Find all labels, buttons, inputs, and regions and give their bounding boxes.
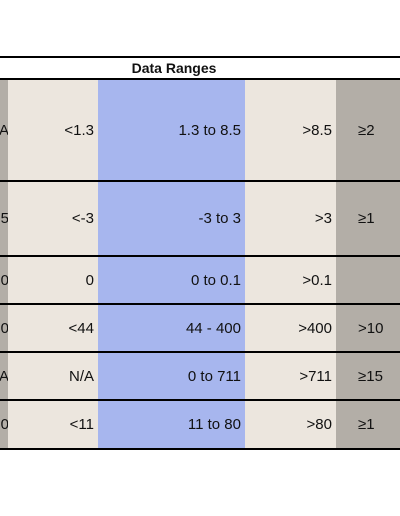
range-cell: 0 to 0.1	[98, 257, 245, 303]
table-row: 0 0 0 to 0.1 >0.1	[0, 257, 400, 305]
high-cell: >711	[245, 353, 336, 399]
low-cell: N/A	[8, 353, 98, 399]
edge-cell: 0	[0, 305, 8, 351]
extreme-cell	[336, 257, 400, 303]
high-cell: >0.1	[245, 257, 336, 303]
low-cell: 0	[8, 257, 98, 303]
edge-cell: A	[0, 353, 8, 399]
edge-value: 0	[0, 319, 8, 337]
extreme-cell: ≥15	[336, 353, 400, 399]
edge-value: A	[0, 121, 8, 139]
table-title: Data Ranges	[131, 60, 217, 76]
low-cell: <-3	[8, 182, 98, 255]
range-cell: 11 to 80	[98, 401, 245, 448]
edge-cell: 0	[0, 401, 8, 448]
extreme-cell: ≥2	[336, 80, 400, 180]
table-row: 5 <-3 -3 to 3 >3 ≥1	[0, 182, 400, 257]
table-header: Data Ranges	[0, 56, 400, 80]
extreme-cell: ≥1	[336, 401, 400, 448]
range-cell: -3 to 3	[98, 182, 245, 255]
range-cell: 44 - 400	[98, 305, 245, 351]
range-cell: 0 to 711	[98, 353, 245, 399]
edge-value: 0	[0, 271, 8, 289]
low-cell: <44	[8, 305, 98, 351]
edge-cell: 0	[0, 257, 8, 303]
edge-cell: 5	[0, 182, 8, 255]
extreme-cell: ≥1	[336, 182, 400, 255]
range-cell: 1.3 to 8.5	[98, 80, 245, 180]
edge-value: 5	[0, 210, 8, 227]
table-row: 0 <11 11 to 80 >80 ≥1	[0, 401, 400, 450]
low-cell: <1.3	[8, 80, 98, 180]
high-cell: >80	[245, 401, 336, 448]
edge-value: 0	[0, 416, 8, 433]
low-cell: <11	[8, 401, 98, 448]
edge-cell: A	[0, 80, 8, 180]
table-row: A N/A 0 to 711 >711 ≥15	[0, 353, 400, 401]
extreme-cell: >10	[336, 305, 400, 351]
high-cell: >3	[245, 182, 336, 255]
high-cell: >8.5	[245, 80, 336, 180]
high-cell: >400	[245, 305, 336, 351]
table-row: 0 <44 44 - 400 >400 >10	[0, 305, 400, 353]
table-row: A <1.3 1.3 to 8.5 >8.5 ≥2	[0, 80, 400, 182]
edge-value: A	[0, 367, 8, 385]
